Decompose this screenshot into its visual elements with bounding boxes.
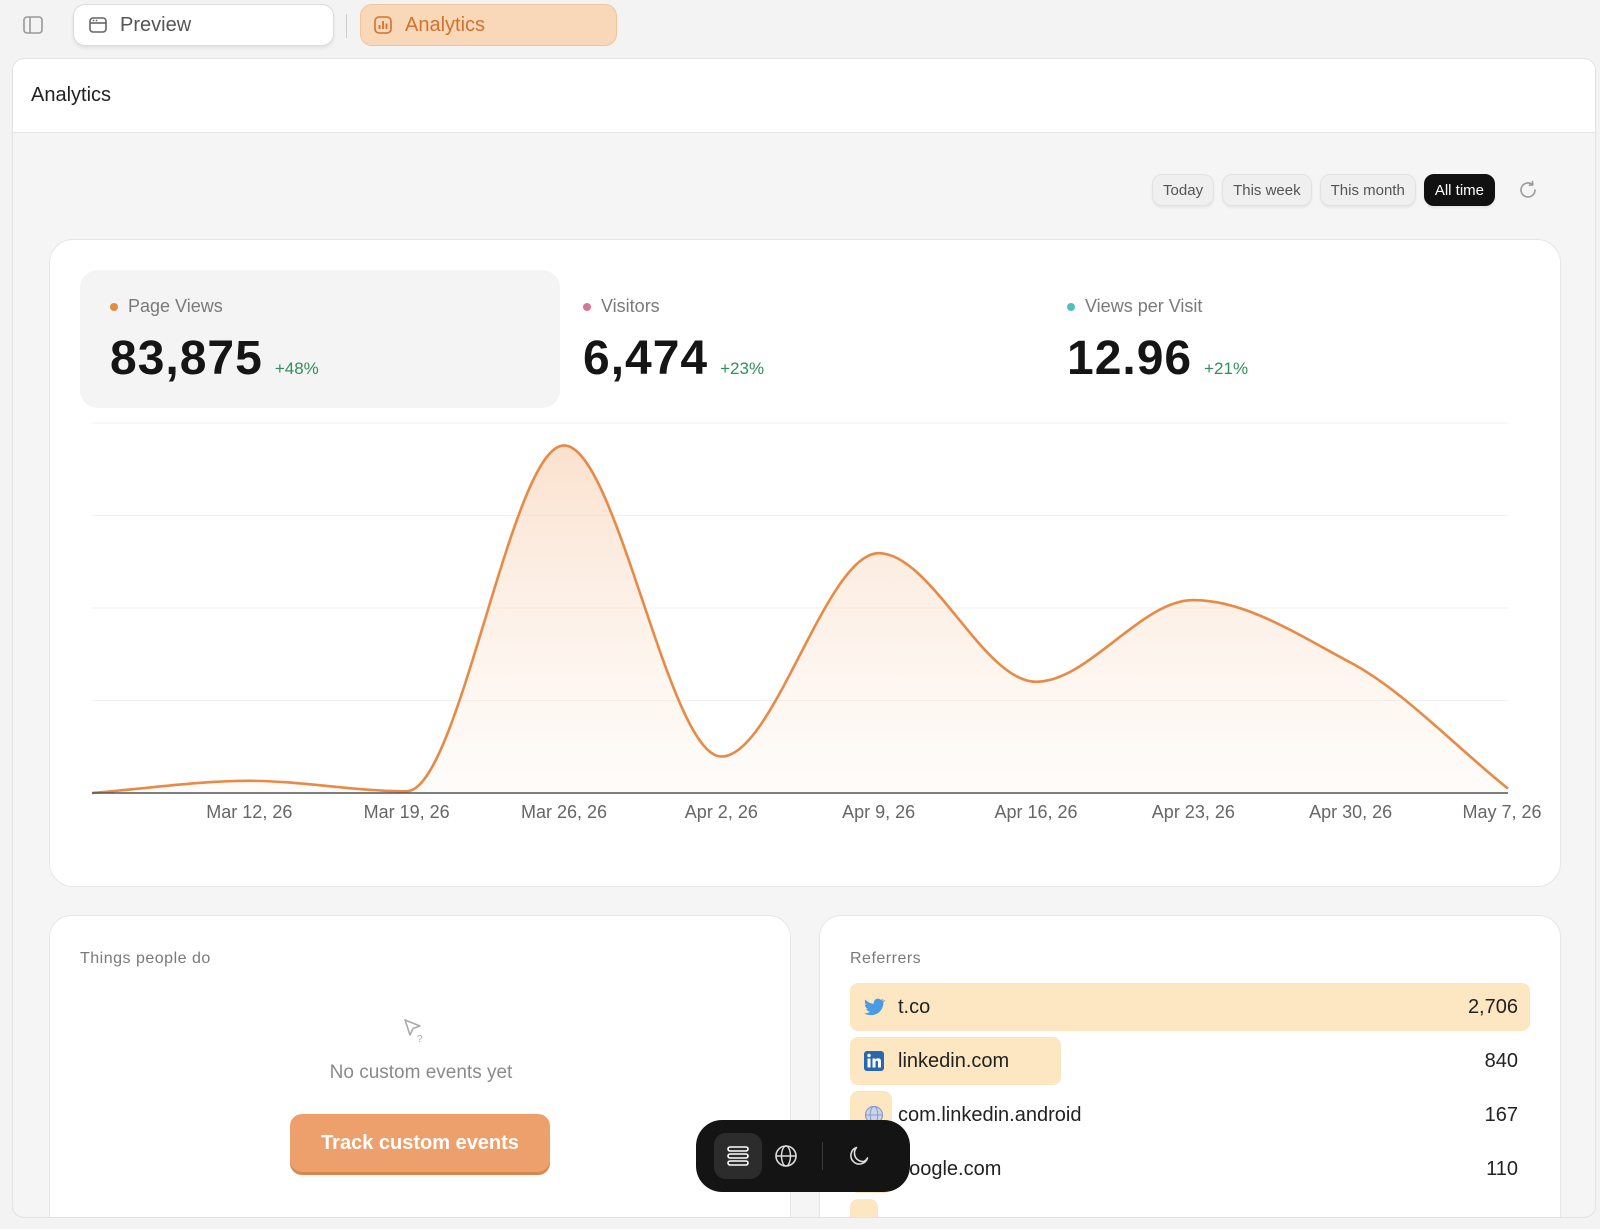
traffic-chart-card: Page Views 83,875 +48% Visitors 6,474 +2… xyxy=(49,239,1561,887)
stat-value: 12.96 xyxy=(1067,332,1193,385)
stat-label: Visitors xyxy=(601,296,660,316)
views-per-visit-dot xyxy=(1067,302,1075,311)
chart-x-tick-label: Mar 12, 26 xyxy=(206,802,292,822)
chart-x-tick-label: Apr 30, 26 xyxy=(1309,802,1392,822)
events-empty-text: No custom events yet xyxy=(329,1062,513,1083)
range-this-week-button[interactable]: This week xyxy=(1222,174,1312,206)
referrer-count: 167 xyxy=(1484,1104,1518,1126)
chart-x-tick-label: Apr 9, 26 xyxy=(842,802,915,822)
chart-x-tick-label: May 7, 26 xyxy=(1462,802,1541,822)
custom-events-card: Things people do ? No custom events yet … xyxy=(49,915,791,1217)
chart-x-tick-label: Mar 19, 26 xyxy=(364,802,450,822)
analytics-panel: Analytics Today This week This month All… xyxy=(12,58,1596,1218)
page-title: Analytics xyxy=(31,84,112,106)
referrer-count: 840 xyxy=(1484,1050,1518,1072)
referrer-row[interactable]: t.co 2,706 xyxy=(850,983,1530,1031)
stat-label: Page Views xyxy=(128,296,223,316)
stat-views-per-visit[interactable]: Views per Visit 12.96 +21% xyxy=(1037,270,1517,408)
stat-page-views[interactable]: Page Views 83,875 +48% xyxy=(80,270,560,408)
visitors-dot xyxy=(583,302,591,311)
chart-x-tick-label: Mar 26, 26 xyxy=(521,802,607,822)
tab-preview-label: Preview xyxy=(120,13,192,36)
chart-x-tick-label: Apr 23, 26 xyxy=(1152,802,1235,822)
page-views-area-chart: Mar 12, 26 Mar 19, 26 Mar 26, 26 Apr 2, 26 A… xyxy=(91,422,1542,822)
browser-window-icon xyxy=(88,14,110,36)
chart-series-line xyxy=(91,444,1509,795)
referrer-row-partial xyxy=(850,1199,1530,1217)
tab-preview[interactable]: Preview xyxy=(73,4,334,46)
chart-x-tick-label: Apr 16, 26 xyxy=(994,802,1077,822)
tab-analytics[interactable]: Analytics xyxy=(360,4,617,46)
cursor-question-icon: ? xyxy=(400,1016,430,1046)
stat-change: +48% xyxy=(274,359,319,378)
range-all-time-button[interactable]: All time xyxy=(1423,174,1495,206)
list-view-icon[interactable] xyxy=(714,1133,762,1179)
svg-text:?: ? xyxy=(417,1034,423,1045)
tab-analytics-label: Analytics xyxy=(405,13,486,36)
stat-value: 6,474 xyxy=(583,332,709,385)
stat-change: +21% xyxy=(1204,359,1249,378)
track-custom-events-button[interactable]: Track custom events xyxy=(290,1114,550,1172)
stat-value: 83,875 xyxy=(110,332,263,385)
referrer-name: t.co xyxy=(898,996,931,1018)
twitter-icon xyxy=(862,995,886,1019)
referrer-name: linkedin.com xyxy=(898,1050,1010,1072)
referrer-bar xyxy=(850,983,1530,1031)
referrers-card-title: Referrers xyxy=(850,950,922,967)
events-card-title: Things people do xyxy=(80,950,211,967)
referrer-count: 2,706 xyxy=(1467,996,1518,1018)
floating-toolbar xyxy=(696,1120,910,1192)
refresh-icon[interactable] xyxy=(1513,175,1543,205)
analytics-chart-icon xyxy=(373,14,395,36)
referrer-row[interactable]: linkedin.com 840 xyxy=(850,1037,1530,1085)
referrer-name: com.linkedin.android xyxy=(898,1104,1082,1126)
sidebar-toggle-icon[interactable] xyxy=(20,12,46,38)
globe-icon[interactable] xyxy=(762,1133,810,1179)
moon-icon[interactable] xyxy=(835,1133,883,1179)
time-range-selector: Today This week This month All time xyxy=(1152,174,1543,206)
top-bar: Preview Analytics xyxy=(0,0,1600,56)
referrer-row[interactable]: G google.com 110 xyxy=(850,1145,1530,1193)
referrer-bar xyxy=(850,1199,878,1217)
linkedin-icon xyxy=(862,1049,886,1073)
referrers-card: Referrers t.co 2,706 linkedin.com 840 co… xyxy=(819,915,1561,1217)
referrer-bar xyxy=(850,1037,1061,1085)
stat-label: Views per Visit xyxy=(1085,296,1203,316)
stat-change: +23% xyxy=(720,359,765,378)
referrer-count: 110 xyxy=(1486,1158,1518,1180)
panel-header: Analytics xyxy=(13,59,1595,133)
referrer-row[interactable]: com.linkedin.android 167 xyxy=(850,1091,1530,1139)
tab-divider xyxy=(346,14,347,38)
chart-x-tick-label: Apr 2, 26 xyxy=(685,802,758,822)
range-today-button[interactable]: Today xyxy=(1152,174,1215,206)
stat-visitors[interactable]: Visitors 6,474 +23% xyxy=(553,270,1033,408)
toolbar-divider xyxy=(822,1142,823,1170)
page-views-dot xyxy=(110,302,118,311)
range-this-month-button[interactable]: This month xyxy=(1319,174,1416,206)
referrer-name: google.com xyxy=(898,1158,1002,1180)
chart-area-fill xyxy=(92,445,1508,793)
